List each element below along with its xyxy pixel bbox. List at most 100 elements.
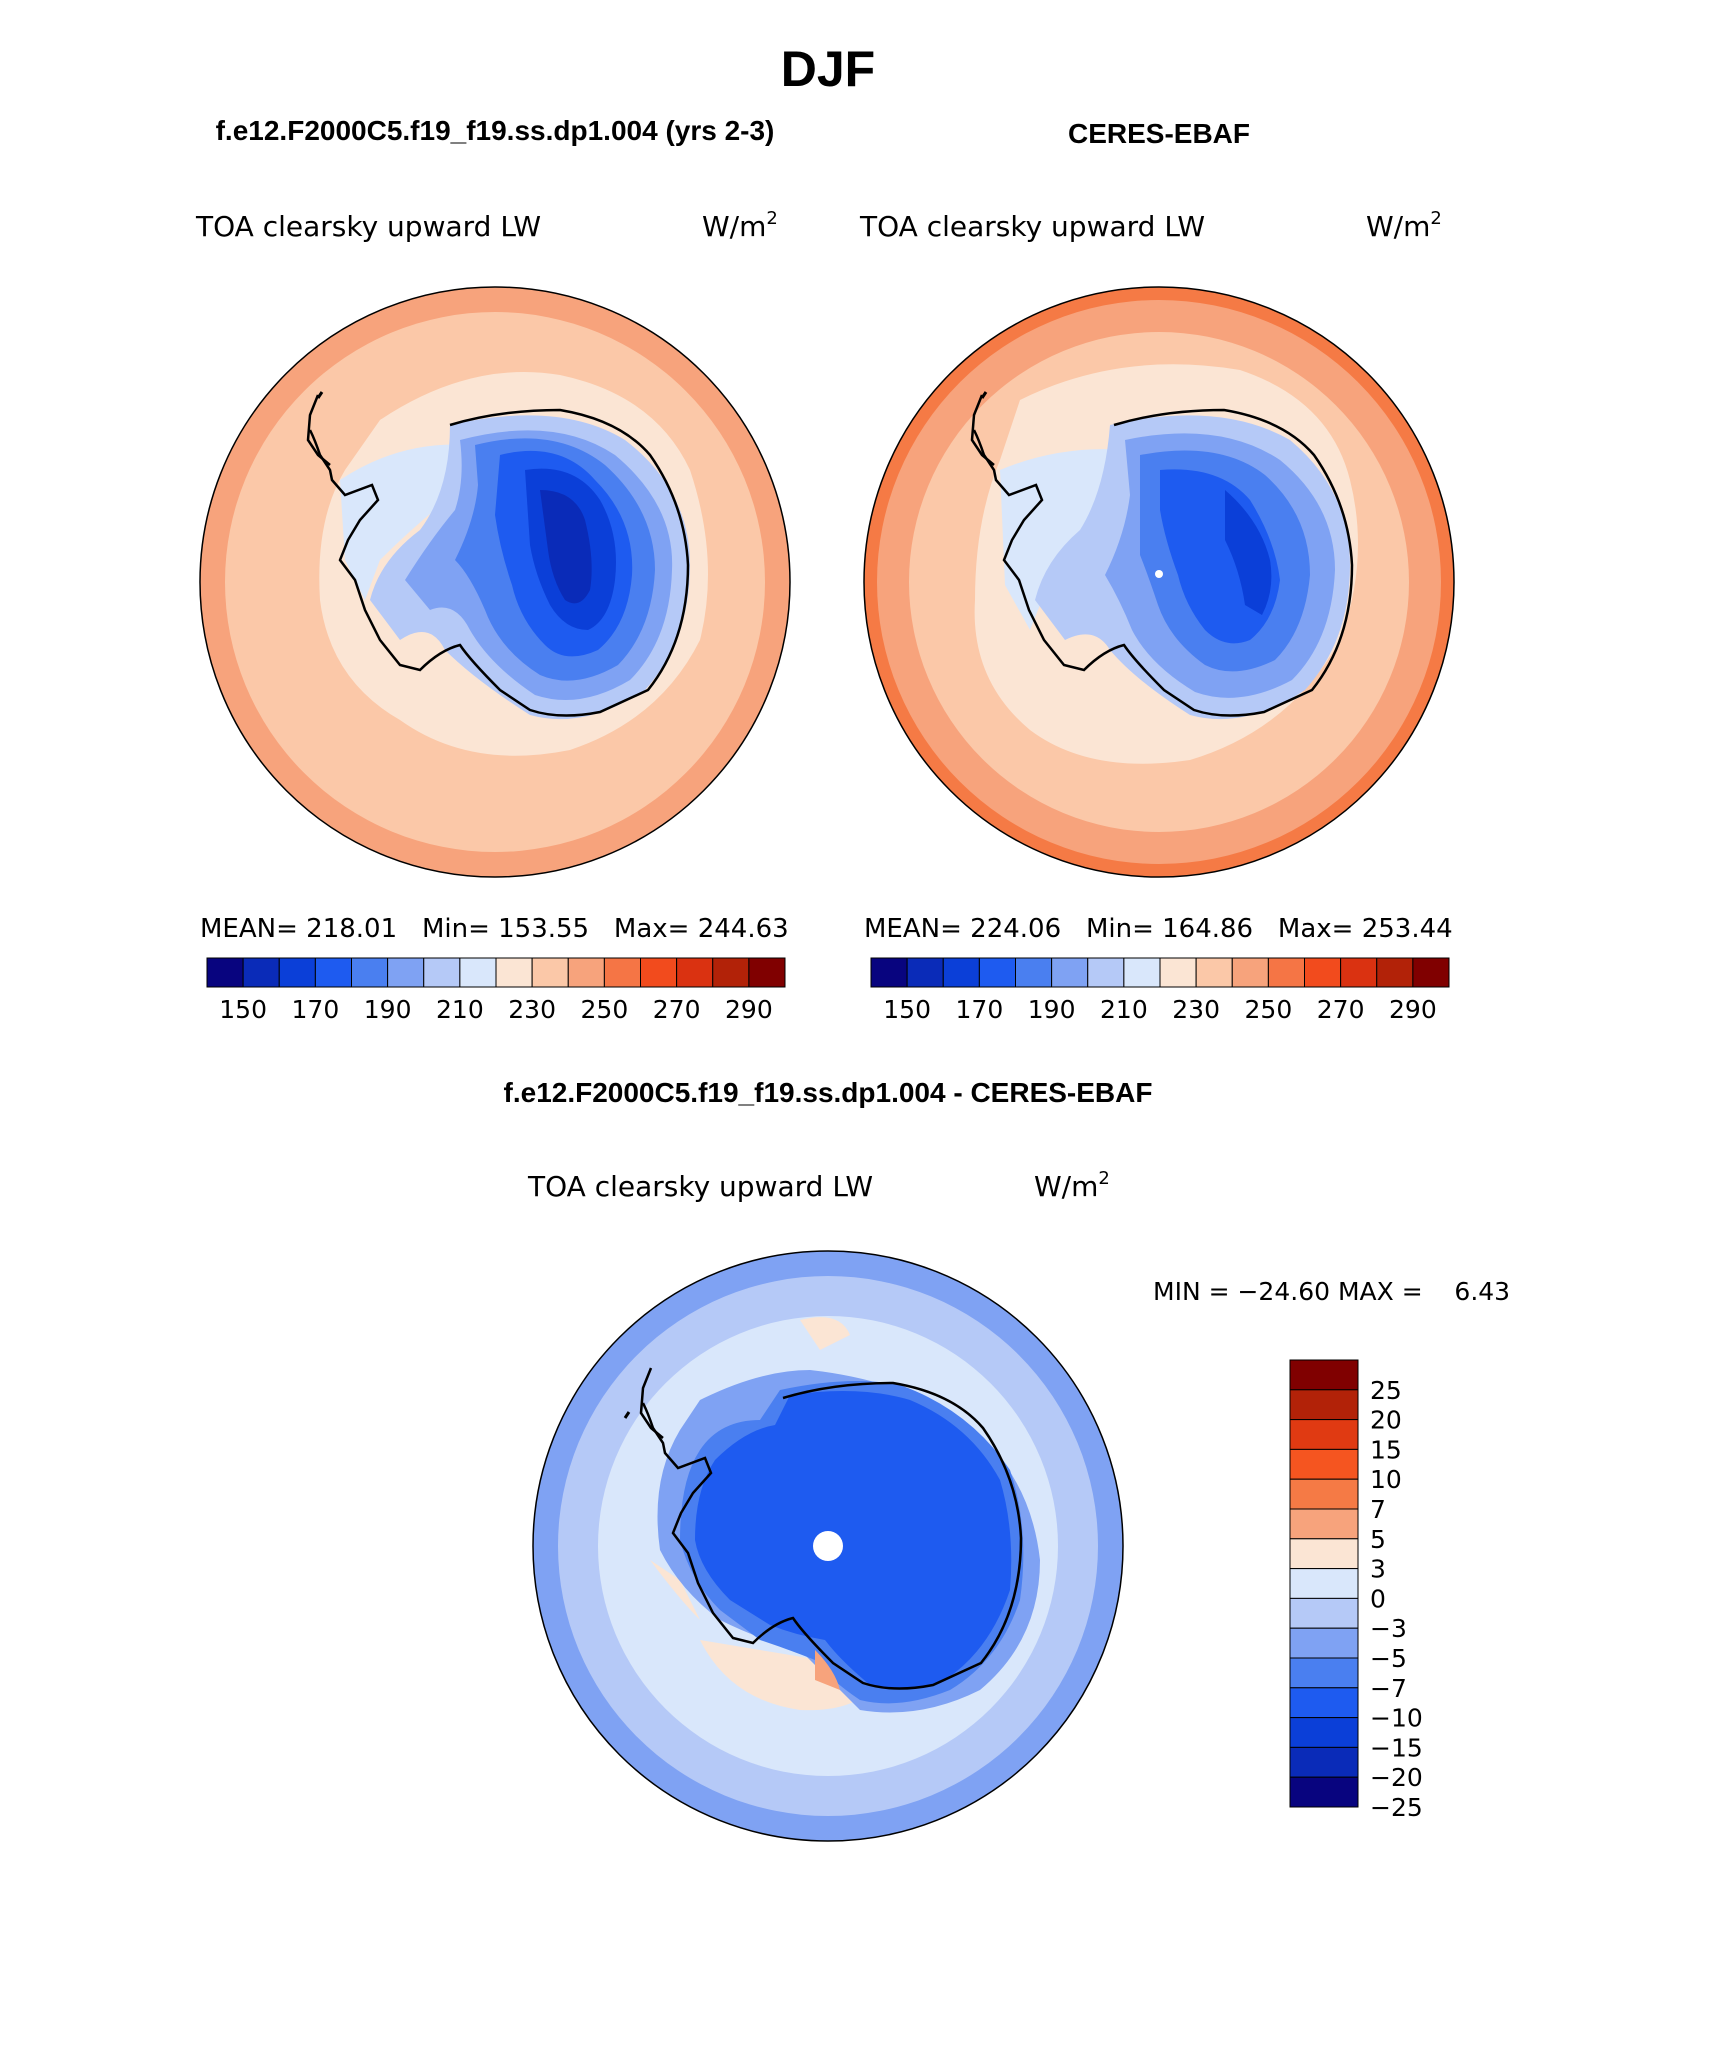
right-colorbar-swatch — [1340, 957, 1378, 988]
left-colorbar-swatch — [567, 957, 605, 988]
diff-colorbar-tick-label: −15 — [1370, 1733, 1423, 1762]
right-colorbar-swatch — [1123, 957, 1161, 988]
diff-colorbar-tick-label: 7 — [1370, 1495, 1386, 1524]
left-colorbar: 150 170 190 210 230 250 270 290 — [206, 957, 786, 1024]
left-colorbar-tick-label: 230 — [508, 995, 556, 1024]
diff-colorbar-tick-label: −7 — [1370, 1674, 1407, 1703]
left-case-title: f.e12.F2000C5.f19_f19.ss.dp1.004 (yrs 2-… — [216, 115, 775, 146]
right-colorbar-swatch — [1015, 957, 1053, 988]
diff-colorbar-swatch — [1289, 1657, 1359, 1689]
diff-case-title: f.e12.F2000C5.f19_f19.ss.dp1.004 - CERES… — [504, 1077, 1153, 1108]
left-min-label: Min= — [422, 914, 490, 944]
diff-colorbar-tick-label: 15 — [1370, 1435, 1402, 1464]
left-colorbar-swatch — [748, 957, 786, 988]
right-colorbar-tick-label: 290 — [1389, 995, 1437, 1024]
right-colorbar: 150 170 190 210 230 250 270 290 — [870, 957, 1450, 1024]
left-colorbar-tick-label: 210 — [436, 995, 484, 1024]
left-min-value: 153.55 — [498, 914, 589, 944]
left-mean-label: MEAN= — [200, 914, 298, 944]
diff-colorbar-tick-label: 0 — [1370, 1584, 1386, 1613]
right-colorbar-swatch — [1376, 957, 1414, 988]
left-map-border — [199, 286, 791, 878]
right-colorbar-swatch — [906, 957, 944, 988]
right-max-label: Max= — [1278, 914, 1354, 944]
right-colorbar-swatch — [1231, 957, 1269, 988]
diff-map-border — [532, 1250, 1124, 1842]
left-colorbar-swatch — [423, 957, 461, 988]
diff-colorbar-swatch — [1289, 1389, 1359, 1421]
diff-colorbar-tick-label: −10 — [1370, 1704, 1423, 1733]
left-colorbar-swatch — [387, 957, 425, 988]
diff-colorbar-swatch — [1289, 1687, 1359, 1719]
diff-colorbar-tick-label: 5 — [1370, 1525, 1386, 1554]
left-colorbar-swatch — [459, 957, 497, 988]
diff-colorbar-swatch — [1289, 1597, 1359, 1629]
diff-colorbar-tick-label: 3 — [1370, 1555, 1386, 1584]
left-colorbar-swatch — [278, 957, 316, 988]
diff-colorbar-swatch — [1289, 1359, 1359, 1391]
right-colorbar-tick-label: 190 — [1028, 995, 1076, 1024]
left-colorbar-swatch — [640, 957, 678, 988]
diff-colorbar-swatch — [1289, 1508, 1359, 1540]
page-title: DJF — [781, 41, 875, 97]
right-colorbar-swatch — [1267, 957, 1305, 988]
right-colorbar-tick-label: 250 — [1245, 995, 1293, 1024]
right-colorbar-swatch — [1304, 957, 1342, 988]
right-colorbar-swatch — [870, 957, 908, 988]
diff-colorbar-swatch — [1289, 1627, 1359, 1659]
right-colorbar-tick-label: 210 — [1100, 995, 1148, 1024]
left-colorbar-tick-label: 190 — [364, 995, 412, 1024]
right-colorbar-swatch — [1412, 957, 1450, 988]
diff-colorbar-swatch — [1289, 1419, 1359, 1450]
right-units-base: W/m — [1366, 210, 1430, 243]
left-mean-value: 218.01 — [306, 914, 397, 944]
left-colorbar-swatch — [206, 957, 244, 988]
diff-colorbar-tick-label: 10 — [1370, 1465, 1402, 1494]
diff-colorbar-swatch — [1289, 1538, 1359, 1570]
diff-colorbar-tick-label: −5 — [1370, 1644, 1407, 1673]
left-units-label: W/m2 — [702, 208, 778, 243]
diff-colorbar-tick-label: −25 — [1370, 1793, 1423, 1822]
left-colorbar-swatch — [531, 957, 569, 988]
diff-colorbar-tick-label: 20 — [1370, 1406, 1402, 1435]
diff-colorbar-swatch — [1289, 1478, 1359, 1510]
right-mean-label: MEAN= — [864, 914, 962, 944]
diff-polar-map — [533, 1251, 1123, 1841]
right-colorbar-swatch — [1087, 957, 1125, 988]
left-polar-map — [200, 287, 790, 877]
right-colorbar-tick-label: 270 — [1317, 995, 1365, 1024]
right-colorbar-tick-label: 170 — [956, 995, 1004, 1024]
diff-units-base: W/m — [1034, 1170, 1098, 1203]
diff-variable-label: TOA clearsky upward LW — [527, 1170, 873, 1203]
right-min-value: 164.86 — [1162, 914, 1253, 944]
left-colorbar-swatch — [603, 957, 641, 988]
left-colorbar-tick-label: 170 — [292, 995, 340, 1024]
diff-colorbar-tick-label: −20 — [1370, 1763, 1423, 1792]
left-colorbar-tick-label: 270 — [653, 995, 701, 1024]
right-polar-map — [864, 287, 1454, 877]
diff-colorbar-swatch — [1289, 1717, 1359, 1748]
diff-units-exp: 2 — [1098, 1168, 1109, 1189]
diff-minmax-text: MIN = −24.60 MAX = 6.43 — [1153, 1277, 1510, 1306]
left-colorbar-tick-label: 250 — [581, 995, 629, 1024]
right-mean-value: 224.06 — [970, 914, 1061, 944]
right-colorbar-tick-label: 230 — [1172, 995, 1220, 1024]
left-colorbar-swatch — [242, 957, 280, 988]
right-variable-label: TOA clearsky upward LW — [859, 210, 1205, 243]
right-colorbar-swatch — [978, 957, 1016, 988]
left-colorbar-swatch — [314, 957, 352, 988]
left-stats: MEAN= 218.01 Min= 153.55 Max= 244.63 — [200, 914, 789, 944]
right-max-value: 253.44 — [1362, 914, 1453, 944]
right-colorbar-swatch — [942, 957, 980, 988]
right-colorbar-swatch — [1195, 957, 1233, 988]
right-units-label: W/m2 — [1366, 208, 1442, 243]
right-map-border — [863, 286, 1455, 878]
left-variable-label: TOA clearsky upward LW — [195, 210, 541, 243]
right-colorbar-swatch — [1159, 957, 1197, 988]
left-colorbar-tick-label: 290 — [725, 995, 773, 1024]
right-colorbar-swatch — [1051, 957, 1089, 988]
diff-units-label: W/m2 — [1034, 1168, 1110, 1203]
left-units-base: W/m — [702, 210, 766, 243]
